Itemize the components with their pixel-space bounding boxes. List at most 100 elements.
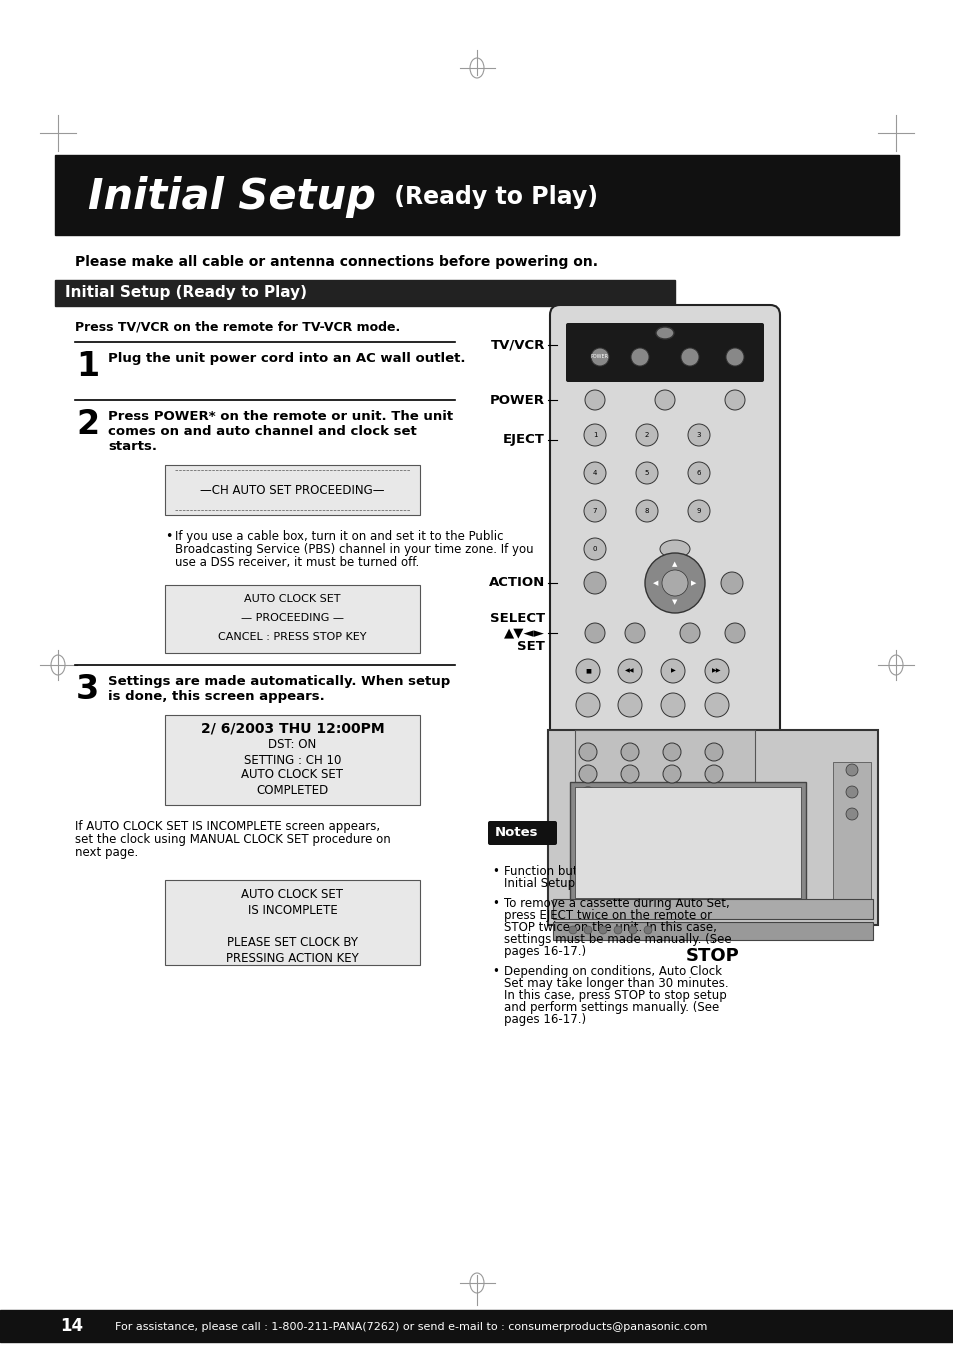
Circle shape xyxy=(845,808,857,820)
Circle shape xyxy=(845,786,857,798)
Text: •: • xyxy=(492,897,498,911)
Text: SET: SET xyxy=(517,640,544,654)
Circle shape xyxy=(628,925,637,934)
Text: EJECT: EJECT xyxy=(502,434,544,446)
Text: is done, this screen appears.: is done, this screen appears. xyxy=(108,690,324,703)
Bar xyxy=(165,585,419,653)
Circle shape xyxy=(576,659,599,684)
Text: Press TV/VCR on the remote for TV-VCR mode.: Press TV/VCR on the remote for TV-VCR mo… xyxy=(75,320,400,332)
Text: In this case, press STOP to stop setup: In this case, press STOP to stop setup xyxy=(503,989,726,1002)
Text: PLEASE SET CLOCK BY: PLEASE SET CLOCK BY xyxy=(227,935,357,948)
Circle shape xyxy=(704,765,722,784)
Circle shape xyxy=(724,390,744,409)
Text: 1: 1 xyxy=(76,350,99,382)
Text: Broadcasting Service (PBS) channel in your time zone. If you: Broadcasting Service (PBS) channel in yo… xyxy=(174,543,533,557)
Circle shape xyxy=(687,462,709,484)
Bar xyxy=(0,1310,953,1342)
Circle shape xyxy=(584,390,604,409)
Text: Press POWER* on the remote or unit. The unit: Press POWER* on the remote or unit. The … xyxy=(108,409,453,423)
Text: If AUTO CLOCK SET IS INCOMPLETE screen appears,: If AUTO CLOCK SET IS INCOMPLETE screen a… xyxy=(75,820,379,834)
Circle shape xyxy=(578,765,597,784)
Text: next page.: next page. xyxy=(75,846,138,859)
Text: ◀: ◀ xyxy=(653,580,658,586)
Text: Initial Setup.: Initial Setup. xyxy=(503,877,578,890)
Bar xyxy=(575,730,754,815)
Text: For assistance, please call : 1-800-211-PANA(7262) or send e-mail to : consumerp: For assistance, please call : 1-800-211-… xyxy=(115,1323,706,1332)
Bar xyxy=(553,898,872,919)
Ellipse shape xyxy=(659,540,689,558)
Text: 8: 8 xyxy=(644,508,649,513)
Text: Initial Setup: Initial Setup xyxy=(88,176,375,218)
Text: COMPLETED: COMPLETED xyxy=(256,784,328,797)
Text: ◀◀: ◀◀ xyxy=(624,669,634,674)
Circle shape xyxy=(687,424,709,446)
Circle shape xyxy=(704,743,722,761)
Text: set the clock using MANUAL CLOCK SET procedure on: set the clock using MANUAL CLOCK SET pro… xyxy=(75,834,391,846)
Text: ▶: ▶ xyxy=(691,580,696,586)
Text: 1: 1 xyxy=(592,432,597,438)
Text: 2: 2 xyxy=(76,408,99,440)
Circle shape xyxy=(704,693,728,717)
Text: 4: 4 xyxy=(592,470,597,476)
Text: POWER: POWER xyxy=(590,354,608,359)
Text: 2/ 6/2003 THU 12:00PM: 2/ 6/2003 THU 12:00PM xyxy=(200,721,384,736)
Text: If you use a cable box, turn it on and set it to the Public: If you use a cable box, turn it on and s… xyxy=(174,530,503,543)
Circle shape xyxy=(660,659,684,684)
Text: 3: 3 xyxy=(696,432,700,438)
Circle shape xyxy=(704,659,728,684)
Text: 2: 2 xyxy=(644,432,648,438)
Circle shape xyxy=(578,788,597,805)
Text: •: • xyxy=(492,865,498,878)
Circle shape xyxy=(644,553,704,613)
Circle shape xyxy=(662,743,680,761)
Bar xyxy=(575,788,801,898)
Text: ▶▶: ▶▶ xyxy=(712,669,721,674)
Circle shape xyxy=(724,623,744,643)
Text: Function buttons are inoperative during: Function buttons are inoperative during xyxy=(503,865,739,878)
Text: To remove a cassette during Auto Set,: To remove a cassette during Auto Set, xyxy=(503,897,729,911)
Circle shape xyxy=(614,925,621,934)
Text: 14: 14 xyxy=(60,1317,83,1335)
Text: and perform settings manually. (See: and perform settings manually. (See xyxy=(503,1001,719,1015)
Bar xyxy=(165,880,419,965)
Circle shape xyxy=(636,424,658,446)
Text: IS INCOMPLETE: IS INCOMPLETE xyxy=(248,904,337,916)
Circle shape xyxy=(620,743,639,761)
Text: —CH AUTO SET PROCEEDING—: —CH AUTO SET PROCEEDING— xyxy=(200,484,384,497)
Text: STOP: STOP xyxy=(685,947,740,965)
Bar xyxy=(165,465,419,515)
Text: 6: 6 xyxy=(696,470,700,476)
Text: Plug the unit power cord into an AC wall outlet.: Plug the unit power cord into an AC wall… xyxy=(108,353,465,365)
Text: ▲▼◄►: ▲▼◄► xyxy=(503,627,544,639)
Text: starts.: starts. xyxy=(108,440,157,453)
Circle shape xyxy=(576,693,599,717)
Bar xyxy=(55,280,675,305)
Text: (Ready to Play): (Ready to Play) xyxy=(386,185,598,209)
Circle shape xyxy=(661,570,687,596)
Circle shape xyxy=(720,571,742,594)
Circle shape xyxy=(624,623,644,643)
Text: ▲: ▲ xyxy=(672,561,677,567)
Circle shape xyxy=(636,462,658,484)
Circle shape xyxy=(662,765,680,784)
Text: TV/VCR: TV/VCR xyxy=(490,339,544,351)
Text: — PROCEEDING —: — PROCEEDING — xyxy=(241,613,344,623)
Circle shape xyxy=(618,659,641,684)
Text: AUTO CLOCK SET: AUTO CLOCK SET xyxy=(244,594,340,604)
Text: Notes: Notes xyxy=(495,827,537,839)
Circle shape xyxy=(618,693,641,717)
Circle shape xyxy=(643,925,651,934)
Text: 0: 0 xyxy=(592,546,597,553)
Text: SEARCH   INDEX: SEARCH INDEX xyxy=(642,807,686,812)
Text: STOP twice on the unit. In this case,: STOP twice on the unit. In this case, xyxy=(503,921,716,934)
Circle shape xyxy=(725,349,743,366)
Circle shape xyxy=(620,765,639,784)
Bar xyxy=(553,921,872,940)
Circle shape xyxy=(687,500,709,521)
Circle shape xyxy=(630,349,648,366)
Text: comes on and auto channel and clock set: comes on and auto channel and clock set xyxy=(108,426,416,438)
Text: SETTING : CH 10: SETTING : CH 10 xyxy=(244,754,341,766)
Circle shape xyxy=(680,349,699,366)
Text: pages 16-17.): pages 16-17.) xyxy=(503,944,585,958)
Text: •: • xyxy=(165,530,172,543)
